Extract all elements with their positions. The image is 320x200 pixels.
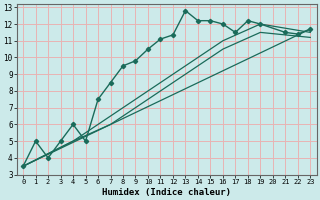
X-axis label: Humidex (Indice chaleur): Humidex (Indice chaleur) (102, 188, 231, 197)
